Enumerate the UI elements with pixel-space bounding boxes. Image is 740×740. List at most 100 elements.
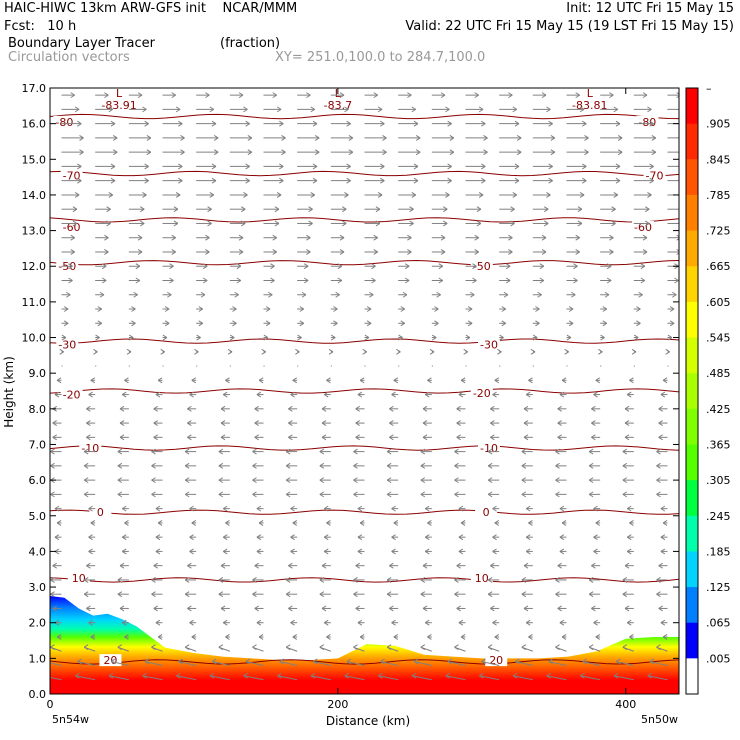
low-value-label: -83.91 [101,99,136,112]
wind-vector [427,519,432,526]
wind-vector [523,420,533,427]
wind-vector [633,277,646,284]
wind-vector [50,591,62,598]
wind-vector [364,334,370,341]
wind-vector [398,120,419,127]
y-tick-label: 8.0 [29,403,47,416]
x-tick-label: 0 [47,698,54,711]
wind-vector [386,644,399,652]
wind-vector [398,277,410,284]
wind-vector [559,534,567,541]
wind-vector [557,605,567,612]
wind-vector [532,291,542,298]
wind-vector [386,577,399,583]
tracer-shading [50,595,679,694]
wind-vector [656,577,668,583]
wind-vector [229,291,239,298]
wind-vector [321,434,331,441]
colorbar-label: .125 [706,581,731,594]
wind-vector [593,619,601,626]
contour-label: -20 [63,389,81,402]
wind-vector [297,220,313,227]
wind-vector [532,320,540,327]
wind-vector [490,605,500,612]
wind-vector [121,534,129,541]
contour-label-background [470,572,493,585]
wind-vector [523,605,533,612]
wind-vector [532,192,551,198]
wind-vector [591,434,601,441]
wind-vector [353,591,365,598]
y-tick-label: 4.0 [29,545,47,558]
wind-vector [95,134,118,141]
wind-vector [330,149,354,156]
wind-vector [357,619,365,626]
wind-vector [128,206,145,213]
wind-vector [454,577,466,583]
wind-vector [588,477,601,484]
wind-vector [389,420,399,427]
low-marker: L [116,87,123,100]
wind-vector [424,548,432,555]
wind-vector [297,234,311,241]
wind-vector [95,106,114,113]
wind-vector [588,448,601,455]
wind-vector [297,291,307,298]
wind-vector [499,234,513,241]
colorbar-swatch [686,123,698,160]
wind-vector [600,234,614,241]
wind-vector [95,249,109,255]
wind-vector [95,192,114,198]
wind-vector [429,348,435,355]
wind-vector [256,391,264,398]
wind-vector [633,149,657,156]
wind-vector [196,106,215,113]
wind-vector [229,263,242,270]
wind-vector [566,92,580,99]
wind-vector [624,434,634,441]
wind-vector [633,206,650,213]
wind-vector [162,320,170,327]
contour-label-background [470,260,493,273]
colorbar-swatch [686,88,698,125]
wind-vector [196,177,217,184]
wind-vector [521,591,533,598]
contour-label: 0 [97,506,104,519]
wind-vector [56,634,62,640]
wind-vector [364,134,387,141]
wind-vector [386,448,399,455]
wind-vector [386,491,399,498]
wind-vector [218,448,230,455]
contour-label-background [478,442,501,455]
wind-vector [398,334,403,341]
wind-vector [157,634,163,640]
wind-vector [499,177,520,184]
wind-vector [494,519,500,526]
wind-vector [422,605,432,612]
wind-vector [153,420,163,427]
wind-vector [229,177,250,184]
wind-vector [229,220,246,227]
wind-vector [431,120,452,127]
wind-vector [61,291,71,298]
wind-vector [557,434,567,441]
wind-vector [218,491,230,498]
wind-vector [151,591,163,598]
wind-vector [633,106,652,113]
wind-vector [499,134,522,141]
wind-vector [454,644,466,652]
wind-vector [490,405,500,412]
wind-vector [191,519,197,526]
wind-vector [330,291,340,298]
y-tick-label: 13.0 [22,225,47,238]
wind-vector [326,377,331,384]
wind-vector [566,334,572,341]
wind-vector [465,92,479,99]
wind-vector [310,672,331,681]
colorbar-swatch [686,373,698,410]
y-tick-label: 6.0 [29,474,47,487]
plot-frame [49,87,680,695]
wind-vector [364,106,383,113]
contour-label: -10 [480,442,498,455]
wind-vector [364,263,376,270]
